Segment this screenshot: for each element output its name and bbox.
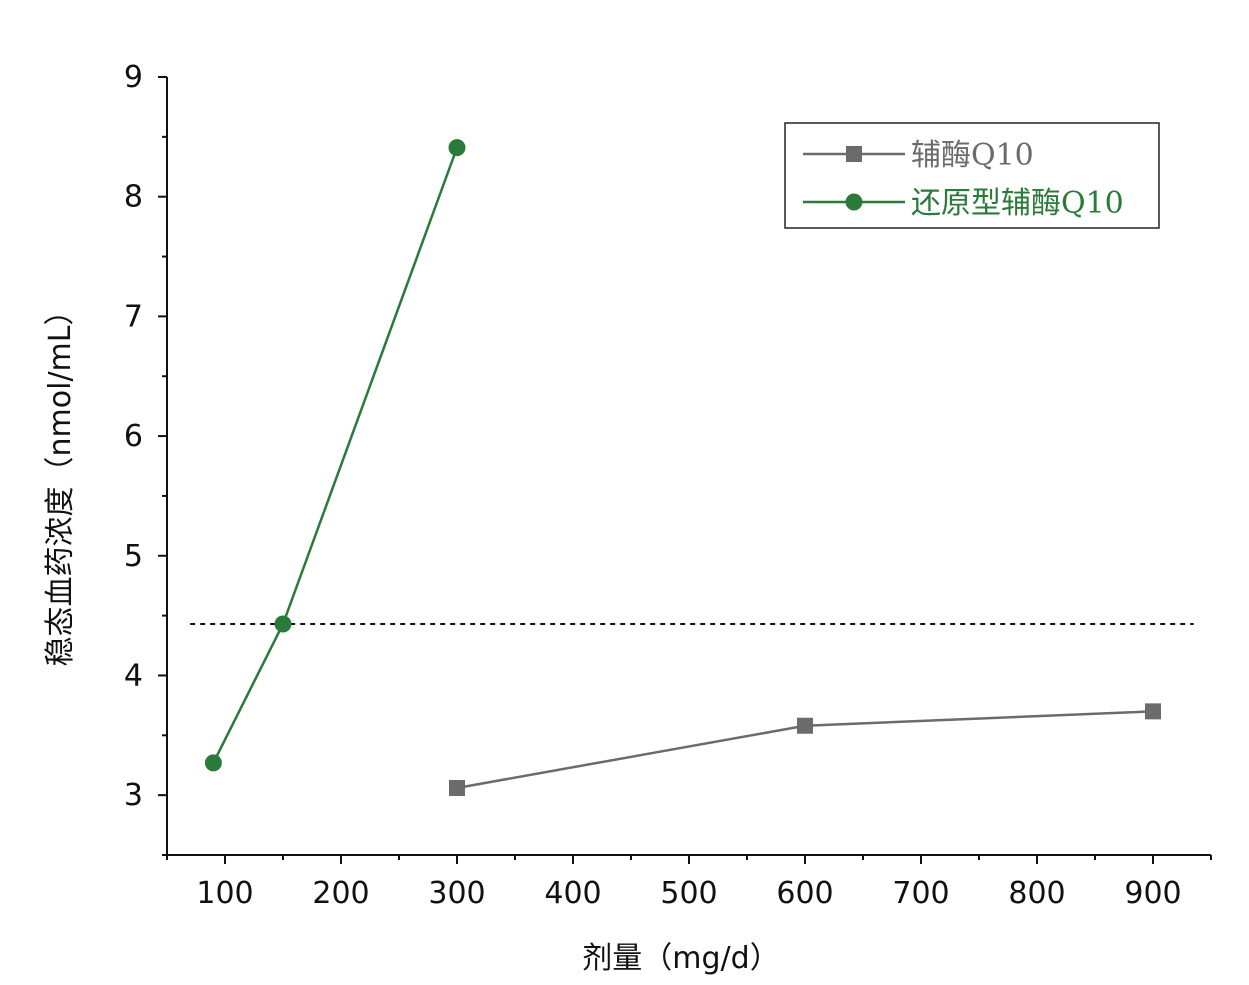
data-point-circle bbox=[274, 615, 292, 633]
legend-label-1: 还原型辅酶Q10 bbox=[911, 186, 1124, 221]
x-tick-label: 600 bbox=[776, 876, 833, 911]
x-tick-label: 500 bbox=[660, 876, 717, 911]
y-tick-label: 4 bbox=[124, 658, 143, 693]
y-tick-label: 9 bbox=[124, 60, 143, 95]
y-tick-label: 7 bbox=[124, 299, 143, 334]
x-tick-label: 900 bbox=[1124, 876, 1181, 911]
data-point-circle bbox=[204, 754, 222, 772]
data-point-square bbox=[797, 717, 813, 734]
data-point-square bbox=[449, 779, 465, 796]
y-tick-label: 6 bbox=[124, 419, 143, 454]
series-line-1 bbox=[212, 147, 459, 764]
y-tick-label: 5 bbox=[124, 539, 143, 574]
x-tick-label: 100 bbox=[196, 876, 253, 911]
legend-label-0: 辅酶Q10 bbox=[911, 138, 1034, 173]
y-tick-label: 8 bbox=[124, 180, 143, 215]
data-point-square bbox=[1145, 703, 1161, 720]
y-tick-label: 3 bbox=[124, 778, 143, 813]
data-point-circle bbox=[448, 139, 466, 157]
y-axis-title: 稳态血药浓度（nmol/mL） bbox=[43, 296, 78, 667]
legend-marker-square bbox=[846, 146, 862, 162]
x-tick-label: 700 bbox=[892, 876, 949, 911]
x-tick-label: 300 bbox=[428, 876, 485, 911]
legend-box bbox=[784, 122, 1160, 229]
legend-marker-circle bbox=[845, 193, 863, 211]
x-tick-label: 800 bbox=[1008, 876, 1065, 911]
x-tick-label: 200 bbox=[312, 876, 369, 911]
x-tick-label: 400 bbox=[544, 876, 601, 911]
x-axis-title: 剂量（mg/d） bbox=[582, 941, 779, 976]
